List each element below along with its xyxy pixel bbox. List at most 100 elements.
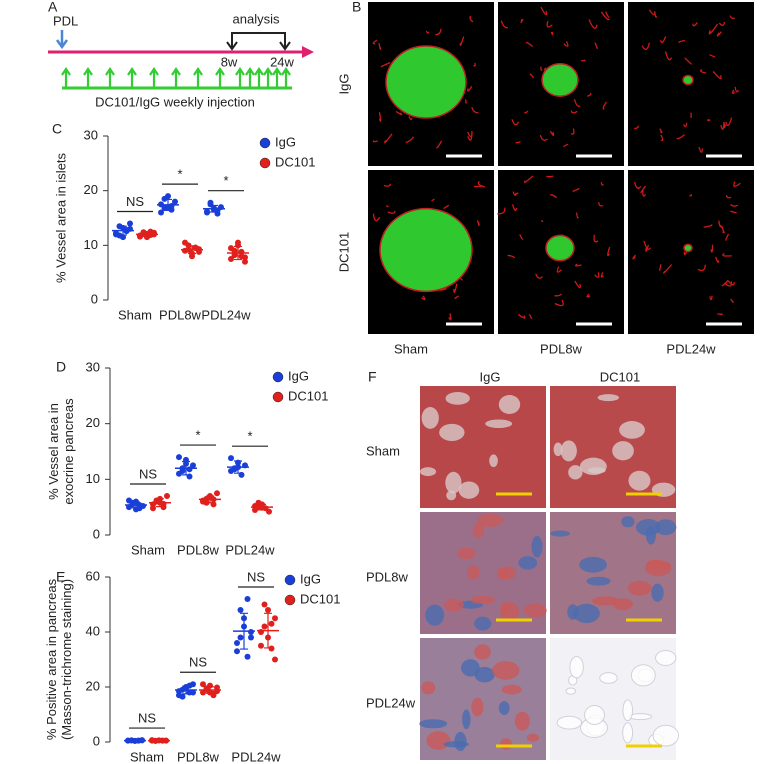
legend-label: IgG [275,134,296,149]
vessel [720,122,725,130]
vessel [602,101,607,110]
vessel [684,57,693,65]
data-point [228,455,234,462]
column-label: IgG [480,369,501,384]
islet [379,207,473,293]
tissue-feature [621,516,635,528]
y-tick-label: 40 [86,623,100,638]
vessel [405,136,415,144]
vessel [588,19,598,29]
data-point [238,248,245,255]
error-bar [258,503,266,511]
vessel [546,20,553,28]
pdl-arrow [55,30,69,50]
legend-marker [259,157,271,169]
data-point [127,220,133,227]
vessel [709,54,716,58]
y-tick-label: 10 [84,237,98,252]
vessel [477,180,486,188]
tissue-feature [477,513,504,527]
tissue-feature [492,661,520,680]
error-bar [182,460,190,476]
tissue-feature [579,556,607,573]
significance-label: * [177,167,182,182]
vessel [641,42,651,51]
vessel [659,264,662,271]
legend-marker [259,137,271,149]
tissue-feature [458,481,480,499]
vessel [473,62,476,67]
data-point [248,634,254,641]
y-axis-label: exocrine pancreas [61,398,76,505]
vessel [550,194,558,199]
tissue-feature [586,576,611,586]
x-tick-label: Sham [130,749,164,764]
tissue-feature [485,419,513,429]
legend-marker [272,391,284,403]
vessel [383,183,392,187]
data-point [237,607,244,613]
vessel [517,313,526,319]
tissue-feature [526,733,540,742]
tissue-feature [592,596,620,606]
tissue-feature [514,711,530,731]
y-tick-label: 0 [93,733,100,748]
vessel [600,11,610,21]
vessel [709,295,713,301]
y-tick-label: 60 [86,568,100,583]
data-point [214,490,220,497]
vessel [726,279,735,286]
vessel [540,219,544,223]
vessel [598,202,604,207]
error-bar [143,231,151,238]
y-tick-label: 20 [84,182,98,197]
x-tick-label: PDL8w [177,749,220,764]
injection-arrow [215,67,225,88]
error-bar [206,686,214,694]
significance-label: NS [189,655,207,670]
significance-label: NS [126,194,144,209]
week-24: 24w [270,54,294,69]
injection-arrow [83,67,93,88]
y-tick-label: 20 [86,678,100,693]
vessel [587,92,592,97]
panel-label: C [52,121,62,137]
vessel [421,295,426,301]
y-tick-label: 0 [91,291,98,306]
vessel [715,256,720,263]
tissue-feature [556,715,583,730]
vessel [464,99,467,104]
tissue-feature [499,738,512,750]
injection-arrow [235,67,245,88]
data-point [244,596,251,602]
data-point [182,239,188,246]
vessel [454,295,459,299]
data-point [237,634,244,641]
data-point [268,620,275,627]
panel-label: D [56,359,66,375]
tissue-feature [472,523,485,539]
injection-arrow [245,67,255,88]
tissue-feature [443,741,470,748]
tissue-feature [573,603,600,624]
vessel [476,220,480,227]
significance-label: NS [247,569,265,584]
tissue-feature [471,697,484,717]
vessel [528,314,533,320]
y-tick-label: 10 [86,471,100,486]
vessel [549,130,555,137]
vessel [443,204,450,209]
vessel [721,280,729,287]
data-point [165,193,171,200]
error-bar [234,460,242,474]
vessel [730,204,739,207]
vessel [708,23,719,35]
tissue-feature [474,666,495,683]
injection-arrow [281,67,291,88]
islet [682,74,694,86]
vessel [563,41,569,47]
vessel [642,189,647,197]
x-tick-label: PDL24w [225,542,275,557]
vessel [632,254,637,260]
vessel [634,181,642,189]
